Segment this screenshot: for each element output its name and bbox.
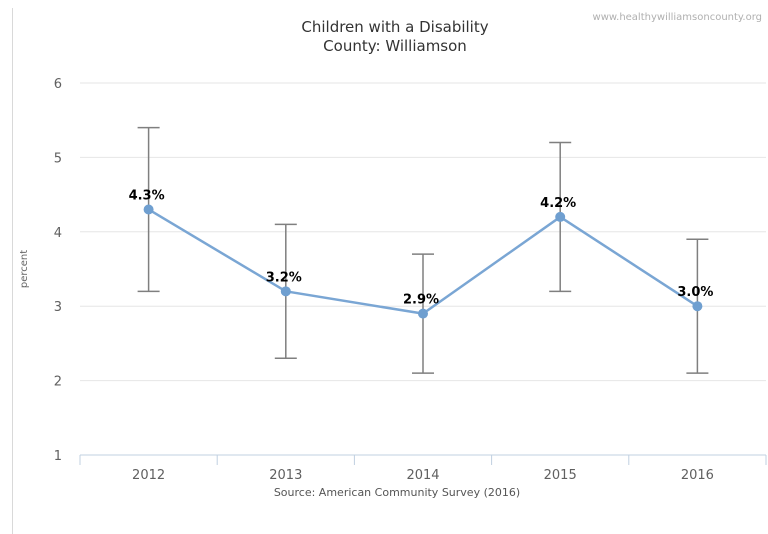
- data-label: 4.2%: [540, 196, 576, 211]
- chart-subtitle: County: Williamson: [323, 37, 467, 55]
- frame-left-border: [12, 8, 13, 534]
- y-tick-label: 1: [54, 449, 62, 464]
- data-point: [692, 301, 703, 312]
- x-tick-label: 2015: [544, 468, 577, 483]
- y-axis-label: percent: [19, 250, 30, 288]
- y-tick-label: 4: [54, 226, 62, 241]
- y-axis-ticks: 1 2 3 4 5 6: [54, 77, 62, 464]
- error-bars: [137, 126, 709, 374]
- data-point: [555, 211, 566, 222]
- source-note: Source: American Community Survey (2016): [274, 486, 520, 499]
- data-point: [280, 286, 291, 297]
- y-tick-label: 3: [54, 300, 62, 315]
- data-label: 3.0%: [677, 285, 713, 300]
- x-tick-label: 2012: [132, 468, 165, 483]
- data-label: 2.9%: [403, 293, 439, 308]
- chart-title: Children with a Disability: [301, 18, 489, 36]
- data-point: [143, 204, 154, 215]
- data-label: 3.2%: [266, 270, 302, 285]
- data-point: [418, 308, 428, 319]
- x-tick-label: 2014: [406, 468, 439, 483]
- y-tick-label: 5: [54, 151, 62, 166]
- data-label: 4.3%: [129, 188, 165, 203]
- data-points: [143, 204, 703, 319]
- y-tick-label: 6: [54, 77, 62, 92]
- x-tick-label: 2016: [681, 468, 714, 483]
- y-tick-label: 2: [54, 375, 62, 390]
- x-axis: 2012 2013 2014 2015 2016: [79, 454, 767, 483]
- data-labels: 4.3% 3.2% 2.9% 4.2% 3.0%: [129, 188, 714, 307]
- watermark-url: www.healthywilliamsoncounty.org: [592, 12, 762, 23]
- x-tick-label: 2013: [269, 468, 302, 483]
